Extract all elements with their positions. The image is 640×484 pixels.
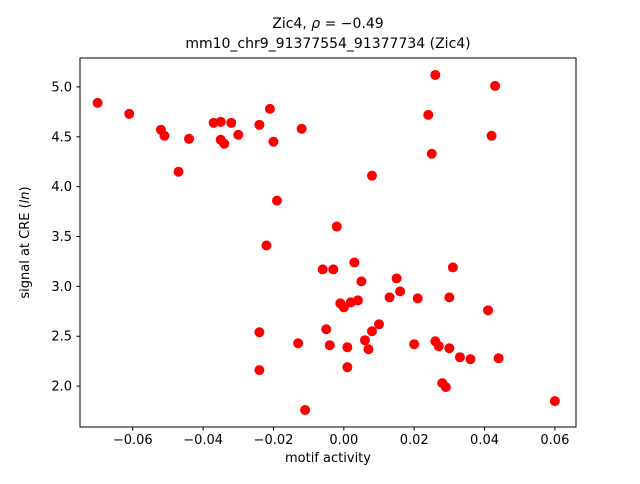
x-tick-label: −0.04 <box>183 433 223 448</box>
data-point <box>124 108 135 119</box>
data-point <box>359 335 370 346</box>
x-tick-label: −0.02 <box>254 433 294 448</box>
x-tick-label: 0.06 <box>540 433 569 448</box>
chart-title: Zic4, ρ = −0.49 <box>272 16 383 32</box>
data-point <box>391 273 402 284</box>
data-point <box>254 327 265 338</box>
data-point <box>465 354 476 365</box>
data-point <box>549 396 560 407</box>
y-tick-label: 2.5 <box>51 330 72 345</box>
y-tick-label: 5.0 <box>51 80 72 95</box>
data-point <box>254 119 265 130</box>
data-point <box>433 341 444 352</box>
data-point <box>384 292 395 303</box>
data-point <box>444 343 455 354</box>
data-point <box>356 276 367 287</box>
x-tick-label: 0.02 <box>400 433 429 448</box>
data-point <box>447 262 458 273</box>
data-point <box>264 103 275 114</box>
y-tick-label: 3.5 <box>51 230 72 245</box>
data-point <box>331 221 342 232</box>
data-point <box>324 340 335 351</box>
data-point <box>296 123 307 134</box>
y-tick-label: 2.0 <box>51 380 72 395</box>
data-point <box>454 352 465 363</box>
data-point <box>430 69 441 80</box>
x-tick-label: 0.04 <box>470 433 499 448</box>
data-point <box>268 136 279 147</box>
data-point <box>159 130 170 141</box>
data-point <box>226 117 237 128</box>
data-point <box>321 324 332 335</box>
y-axis-label: signal at CRE (ln) <box>18 186 33 298</box>
data-point <box>261 240 272 251</box>
data-point <box>215 116 226 127</box>
data-point <box>328 264 339 275</box>
data-point <box>483 305 494 316</box>
data-point <box>317 264 328 275</box>
x-axis-label: motif activity <box>285 451 371 466</box>
data-point <box>173 166 184 177</box>
data-point <box>440 382 451 393</box>
data-point <box>412 293 423 304</box>
data-point <box>486 130 497 141</box>
data-point <box>363 344 374 355</box>
data-point <box>338 302 349 313</box>
data-point <box>423 109 434 120</box>
data-point <box>395 286 406 297</box>
data-point <box>490 80 501 91</box>
data-point <box>293 338 304 349</box>
data-point <box>342 362 353 373</box>
data-point <box>366 170 377 181</box>
data-point <box>493 353 504 364</box>
data-point <box>366 326 377 337</box>
data-point <box>342 342 353 353</box>
data-point <box>444 292 455 303</box>
data-point <box>426 148 437 159</box>
data-point <box>300 405 311 416</box>
data-point <box>219 138 230 149</box>
data-point <box>92 97 103 108</box>
data-point <box>233 129 244 140</box>
x-tick-label: 0.00 <box>329 433 358 448</box>
data-point <box>184 133 195 144</box>
data-point <box>271 195 282 206</box>
chart-subtitle: mm10_chr9_91377554_91377734 (Zic4) <box>185 36 470 52</box>
plot-frame <box>79 57 577 428</box>
axis-ticks: −0.06 −0.04 −0.02 0.00 0.02 0.04 0.06 2.0 2.5 3.0… <box>51 80 569 448</box>
data-point <box>254 365 265 376</box>
scatter-points <box>92 69 560 416</box>
y-tick-label: 4.5 <box>51 130 72 145</box>
data-point <box>349 257 360 268</box>
data-point <box>409 339 420 350</box>
y-tick-label: 4.0 <box>51 180 72 195</box>
x-tick-label: −0.06 <box>113 433 153 448</box>
y-tick-label: 3.0 <box>51 280 72 295</box>
data-point <box>352 295 363 306</box>
data-point <box>374 319 385 330</box>
